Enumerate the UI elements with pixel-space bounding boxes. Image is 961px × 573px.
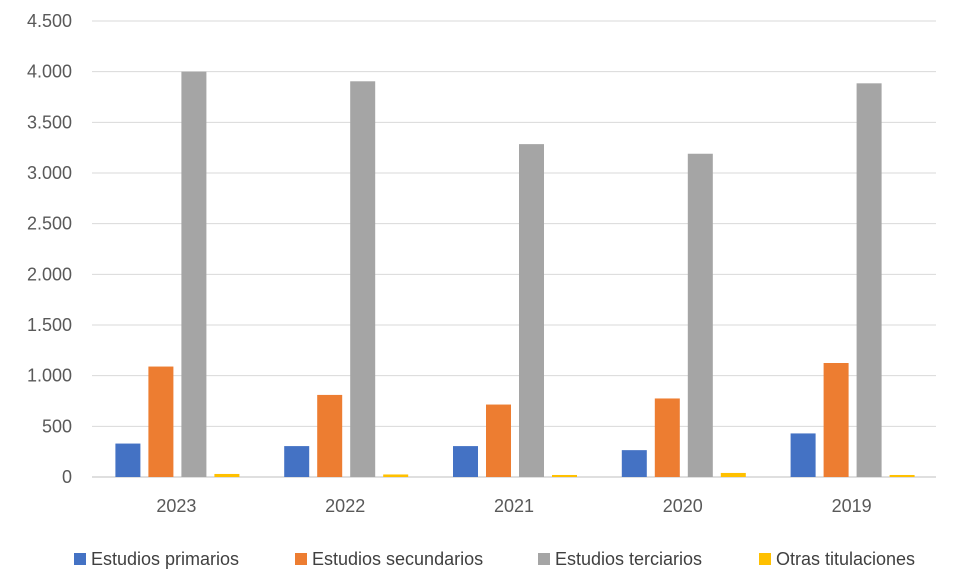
x-tick-label: 2020: [663, 496, 703, 516]
y-tick-label: 2.000: [27, 264, 72, 284]
legend: Estudios primarios Estudios secundarios Es…: [74, 549, 915, 569]
x-tick-label: 2022: [325, 496, 365, 516]
bar-estudios-terciarios-2020: [687, 153, 713, 477]
bar-estudios-secundarios-2020: [654, 398, 680, 477]
bar-estudios-secundarios-2019: [823, 363, 849, 477]
legend-swatch: [74, 553, 86, 565]
y-axis: 0 500 1.000 1.500 2.000 2.500 3.000 3.500 4.000 4…: [27, 11, 72, 487]
x-tick-label: 2021: [494, 496, 534, 516]
legend-swatch: [295, 553, 307, 565]
y-tick-label: 2.500: [27, 214, 72, 234]
bar-estudios-terciarios-2022: [350, 81, 376, 477]
bar-otras-titulaciones-2022: [383, 474, 409, 477]
y-tick-label: 4.000: [27, 62, 72, 82]
bar-otras-titulaciones-2020: [720, 472, 746, 477]
bar-estudios-primarios-2022: [284, 446, 310, 477]
bar-estudios-terciarios-2023: [181, 71, 207, 478]
y-tick-label: 3.000: [27, 163, 72, 183]
x-axis: 2023 2022 2021 2020 2019: [156, 496, 871, 516]
bar-estudios-terciarios-2021: [519, 144, 544, 477]
bar-estudios-primarios-2020: [621, 450, 647, 477]
bar-estudios-secundarios-2021: [486, 404, 511, 477]
x-tick-label: 2019: [832, 496, 872, 516]
y-tick-label: 4.500: [27, 11, 72, 31]
bar-otras-titulaciones-2023: [214, 473, 240, 477]
bar-estudios-primarios-2019: [790, 433, 816, 477]
bar-estudios-primarios-2021: [453, 446, 478, 477]
gridlines: [92, 20, 936, 478]
bar-estudios-primarios-2023: [115, 443, 141, 477]
bar-estudios-secundarios-2022: [317, 394, 343, 477]
x-tick-label: 2023: [156, 496, 196, 516]
legend-label: Estudios primarios: [91, 549, 239, 569]
bar-otras-titulaciones-2019: [889, 474, 915, 477]
bars: [115, 71, 915, 478]
bar-otras-titulaciones-2021: [552, 474, 577, 477]
legend-label: Estudios terciarios: [555, 549, 702, 569]
y-tick-label: 3.500: [27, 112, 72, 132]
legend-label: Otras titulaciones: [776, 549, 915, 569]
legend-swatch: [759, 553, 771, 565]
y-tick-label: 1.500: [27, 315, 72, 335]
legend-label: Estudios secundarios: [312, 549, 483, 569]
bar-estudios-terciarios-2019: [856, 83, 882, 477]
y-tick-label: 1.000: [27, 366, 72, 386]
y-tick-label: 500: [42, 416, 72, 436]
bar-estudios-secundarios-2023: [148, 366, 174, 477]
legend-swatch: [538, 553, 550, 565]
y-tick-label: 0: [62, 467, 72, 487]
